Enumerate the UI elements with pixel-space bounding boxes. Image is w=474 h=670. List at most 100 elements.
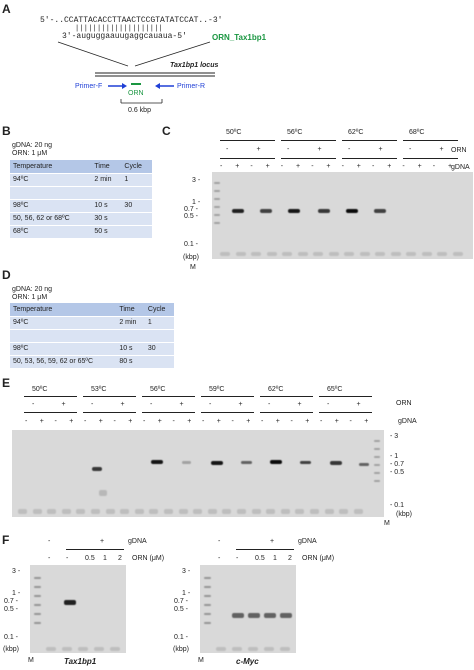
- primer-dimer-band: [266, 509, 276, 514]
- smear: [99, 490, 107, 496]
- orn-sign: -: [91, 401, 94, 408]
- table-row: 98ºC 10 s 30: [10, 199, 152, 213]
- ladder-label: 3 -: [192, 177, 201, 184]
- gdna-sign: -: [372, 163, 375, 170]
- condition-orn: ORN: 1 μM: [12, 294, 48, 301]
- orn-value: 1: [103, 555, 107, 562]
- cell: 2 min: [91, 173, 122, 187]
- orn-value: 1: [273, 555, 277, 562]
- ladder-label: 0.7 -: [174, 598, 189, 605]
- gdna-sign: -: [25, 418, 28, 425]
- gdna-sign: -: [311, 163, 314, 170]
- table-header-row: Temperature Time Cycle: [10, 303, 174, 317]
- ladder-label: - 3: [390, 433, 399, 440]
- ladder-band: [34, 604, 41, 606]
- orn-value: -: [48, 555, 51, 562]
- gel-band: [330, 461, 342, 465]
- primer-dimer-band: [32, 509, 42, 514]
- group-underline: [66, 549, 124, 550]
- orn-sign: +: [120, 401, 125, 408]
- orn-value: 2: [118, 555, 122, 562]
- gel-band: [248, 613, 260, 618]
- orn-sign: +: [378, 146, 383, 153]
- gdna-sign: +: [235, 163, 240, 170]
- ladder-band: [374, 472, 380, 474]
- gel-band: [232, 613, 244, 618]
- locus-label: Tax1bp1 locus: [170, 62, 219, 69]
- ladder-band: [374, 440, 380, 442]
- orn-value: -: [66, 555, 69, 562]
- marker-lane-label: M: [28, 657, 34, 664]
- ladder-label: 0.5 -: [184, 213, 199, 220]
- ladder-label: 0.7 -: [184, 206, 199, 213]
- group-underline-2: [260, 412, 313, 413]
- gdna-row-label: gDNA: [298, 538, 317, 545]
- locus-diagram: [57, 41, 215, 104]
- cell: [116, 329, 145, 343]
- ladder-band: [204, 586, 211, 588]
- primer-dimer-band: [353, 509, 363, 514]
- cell: 10 s: [116, 342, 145, 356]
- ladder-band: [214, 214, 220, 216]
- primer-dimer-band: [390, 252, 401, 256]
- gel-band: [264, 613, 276, 618]
- group-underline: [24, 396, 77, 397]
- group-underline-2: [281, 158, 336, 159]
- marker-lane-label: M: [198, 657, 204, 664]
- primer-dimer-band: [207, 509, 217, 514]
- primer-dimer-band: [421, 252, 432, 256]
- cell: [121, 225, 152, 239]
- ladder-label: (kbp): [173, 646, 189, 653]
- primer-dimer-band: [76, 509, 86, 514]
- cell: 98ºC: [10, 342, 117, 356]
- ladder-label: 3 -: [12, 568, 21, 575]
- primer-dimer-band: [344, 252, 354, 256]
- group-underline: [260, 396, 313, 397]
- primer-dimer-band: [310, 509, 319, 514]
- gdna-sign: +: [305, 418, 310, 425]
- gdna-sign: +: [334, 418, 339, 425]
- group-underline-2: [24, 412, 77, 413]
- gdna-sign: -: [202, 418, 205, 425]
- gdna-sign: -: [280, 163, 284, 170]
- gdna-sign: -: [261, 418, 264, 425]
- group-underline: [220, 140, 275, 141]
- gdna-sign: +: [270, 538, 275, 545]
- gdna-row-label: gDNA: [451, 164, 470, 171]
- ladder-label: 1 -: [192, 199, 201, 206]
- group-underline: [83, 396, 136, 397]
- primer-dimer-band: [375, 252, 385, 256]
- gdna-row-label: gDNA: [398, 418, 417, 425]
- ladder-band: [214, 190, 220, 192]
- primer-dimer-band: [251, 252, 261, 256]
- orn-sign: +: [238, 401, 243, 408]
- base-pair-bars: ||||||||||||||||||||: [75, 25, 164, 33]
- gdna-sign: -: [172, 418, 175, 425]
- ladder-band: [374, 464, 380, 466]
- orn-sign: +: [256, 146, 261, 153]
- orn-value: 2: [288, 555, 292, 562]
- cell: [144, 329, 174, 343]
- ladder-band: [34, 622, 41, 624]
- cell: [10, 186, 92, 200]
- group-underline: [319, 396, 372, 397]
- primer-dimer-band: [437, 252, 447, 256]
- temperature-label: 62ºC: [268, 386, 284, 393]
- cell: 80 s: [116, 355, 145, 369]
- gel-band: [359, 463, 369, 466]
- cell: 94ºC: [10, 173, 92, 187]
- primer-dimer-band: [46, 647, 56, 651]
- cell: [121, 186, 152, 200]
- group-underline: [201, 396, 254, 397]
- orn-sign: -: [327, 401, 330, 408]
- orn-row-label: ORN (μM): [302, 555, 335, 562]
- header-cycle: Cycle: [121, 160, 152, 174]
- ladder-band: [214, 206, 220, 208]
- primer-dimer-band: [18, 509, 27, 514]
- primer-f-arrowhead: [122, 83, 127, 89]
- group-underline: [281, 140, 336, 141]
- amplicon-size-label: 0.6 kbp: [128, 107, 151, 114]
- gel-band: [232, 209, 244, 213]
- marker-lane-label: M: [384, 520, 390, 527]
- primer-dimer-band: [313, 252, 323, 256]
